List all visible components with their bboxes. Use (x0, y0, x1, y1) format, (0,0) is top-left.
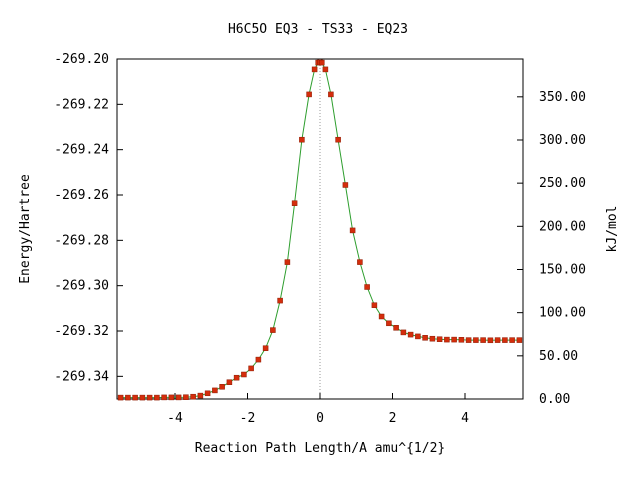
x-tick-label: 0 (316, 411, 324, 426)
x-tick-label: 4 (461, 411, 469, 426)
y-tick-label: -269.24 (54, 143, 109, 158)
data-point (197, 392, 204, 399)
data-point (516, 337, 523, 343)
data-point (117, 394, 124, 401)
y-tick-label: -269.28 (54, 233, 109, 248)
y2-tick-label: 300.00 (539, 133, 586, 148)
data-point (458, 337, 465, 343)
x-tick-label: 2 (389, 411, 397, 426)
data-point (175, 394, 182, 401)
data-point (342, 182, 349, 188)
data-point (502, 337, 508, 343)
data-point (357, 259, 363, 265)
data-point (241, 371, 247, 378)
y-tick-label: -269.34 (54, 369, 109, 384)
data-point (311, 66, 318, 73)
data-point (132, 394, 138, 401)
data-point (335, 136, 341, 143)
y2-tick-label: 100.00 (539, 306, 586, 321)
data-point (378, 313, 385, 320)
y-axis-label: Energy/Hartree (18, 174, 33, 284)
data-point (328, 91, 334, 98)
y2-tick-label: 150.00 (539, 262, 586, 277)
data-point (226, 379, 233, 385)
data-point (284, 259, 291, 265)
data-point (161, 394, 167, 401)
data-point (219, 384, 225, 390)
y2-tick-label: 250.00 (539, 176, 586, 191)
data-point (322, 66, 329, 73)
data-point (422, 335, 428, 341)
data-point (125, 394, 131, 401)
data-point (139, 394, 146, 401)
y-tick-label: -269.20 (54, 52, 109, 67)
data-point (494, 337, 501, 343)
data-point (364, 284, 370, 290)
data-point (386, 320, 392, 327)
data-point (487, 337, 494, 344)
data-point (154, 394, 160, 401)
data-point (393, 325, 399, 331)
data-point (146, 394, 153, 401)
y2-tick-label: 200.00 (539, 219, 586, 234)
data-point (190, 393, 196, 400)
x-tick-label: -4 (167, 411, 183, 426)
data-point (212, 387, 218, 394)
data-point (429, 335, 436, 342)
data-point (407, 331, 414, 338)
y-tick-label: -269.22 (54, 97, 109, 112)
data-point (371, 302, 378, 308)
y-tick-label: -269.32 (54, 324, 109, 339)
data-point (451, 336, 457, 343)
data-point (248, 365, 254, 372)
y2-axis-label: kJ/mol (605, 206, 620, 253)
x-axis-ticks: -4 -2 0 2 4 (167, 393, 469, 426)
data-point (465, 337, 472, 343)
data-point (319, 59, 325, 66)
data-point (473, 337, 479, 343)
data-point (436, 336, 443, 342)
data-point (306, 91, 312, 98)
data-point (291, 200, 298, 206)
left-axis-ticks: -269.20 -269.22 -269.24 -269.26 -269.28 -269.… (54, 52, 123, 384)
data-point (415, 333, 421, 340)
y2-tick-label: 0.00 (539, 392, 570, 407)
right-axis-ticks: 0.00 50.00 100.00 150.00 200.00 250.00 300.00 3… (517, 90, 586, 407)
data-point (349, 227, 356, 234)
data-point (480, 337, 486, 343)
data-point (444, 336, 450, 343)
x-tick-label: -2 (240, 411, 256, 426)
data-point (270, 327, 276, 333)
y2-tick-label: 50.00 (539, 349, 578, 364)
y2-tick-label: 350.00 (539, 90, 586, 105)
data-point (509, 337, 515, 343)
data-point (204, 390, 211, 397)
data-point (299, 136, 305, 143)
data-point (277, 297, 283, 304)
chart-title: H6C5O EQ3 - TS33 - EQ23 (228, 22, 408, 37)
x-axis-label: Reaction Path Length/A amu^{1/2} (195, 441, 445, 456)
y-tick-label: -269.30 (54, 279, 109, 294)
data-point (168, 394, 175, 401)
data-point (183, 394, 189, 400)
data-point (233, 374, 240, 381)
y-tick-label: -269.26 (54, 188, 109, 203)
energy-points (117, 59, 523, 401)
data-point (400, 329, 407, 336)
data-point (262, 345, 269, 351)
data-point (255, 356, 262, 363)
